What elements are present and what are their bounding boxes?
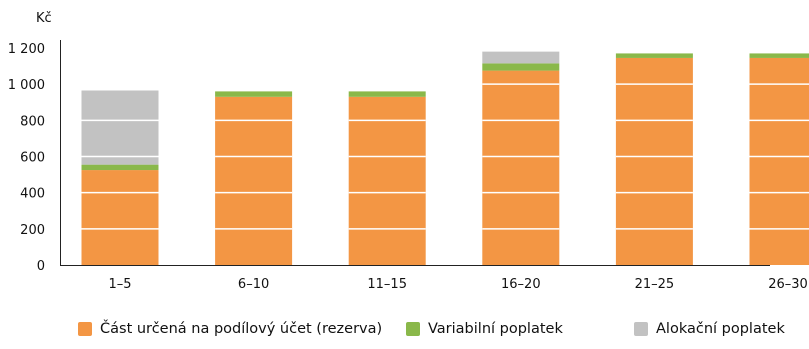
bar-segment-reserve <box>749 57 809 266</box>
bar-segment-allocation-fee <box>482 51 560 64</box>
bar-segment-reserve <box>615 57 693 266</box>
y-tick-label: 600 <box>20 151 45 166</box>
bar-segment-reserve <box>81 170 159 265</box>
legend-label: Variabilní poplatek <box>428 321 563 337</box>
legend-swatch <box>406 322 420 336</box>
y-axis-unit-label: Kč <box>36 11 52 26</box>
bar-segment-variable-fee <box>482 63 560 71</box>
x-tick-label: 26–30 <box>768 277 808 292</box>
x-tick-label: 1–5 <box>108 277 131 292</box>
bar-segment-variable-fee <box>348 91 426 97</box>
y-tick-label: 200 <box>20 223 45 238</box>
legend-label: Část určená na podílový účet (rezerva) <box>100 321 383 337</box>
y-tick-label: 1 200 <box>8 42 45 57</box>
y-axis-ticks: 0 200 400 600 800 1 000 1 200 <box>8 42 45 274</box>
y-tick-label: 400 <box>20 187 45 202</box>
bar-segment-variable-fee <box>81 164 159 171</box>
bar-segment-variable-fee <box>749 53 809 58</box>
bar-segment-variable-fee <box>615 53 693 58</box>
bar-segment-reserve <box>348 96 426 265</box>
legend-swatch <box>634 322 648 336</box>
x-tick-label: 16–20 <box>501 277 541 292</box>
legend-item-allocation-fee: Alokační poplatek <box>634 314 785 344</box>
y-tick-label: 800 <box>20 114 45 129</box>
x-tick-label: 6–10 <box>238 277 269 292</box>
legend-label: Alokační poplatek <box>656 321 785 337</box>
legend-swatch <box>78 322 92 336</box>
x-tick-label: 11–15 <box>367 277 407 292</box>
legend-item-variable-fee: Variabilní poplatek <box>406 314 563 344</box>
bar-segment-allocation-fee <box>81 90 159 165</box>
bar-segment-reserve <box>215 96 293 265</box>
x-tick-label: 21–25 <box>635 277 675 292</box>
y-tick-label: 1 000 <box>8 78 45 93</box>
bar-segment-reserve <box>482 70 560 266</box>
y-tick-label: 0 <box>37 259 45 274</box>
legend-item-reserve: Část určená na podílový účet (rezerva) <box>78 314 382 344</box>
x-axis-ticks: 1–5 6–10 11–15 16–20 21–25 26–30 <box>108 277 807 292</box>
legend: Část určená na podílový účet (rezerva) Va… <box>0 314 809 344</box>
bar-segment-variable-fee <box>215 91 293 97</box>
bars <box>81 51 809 266</box>
